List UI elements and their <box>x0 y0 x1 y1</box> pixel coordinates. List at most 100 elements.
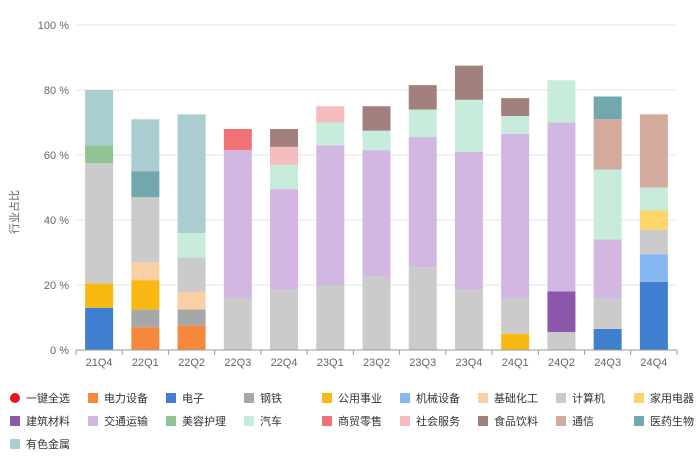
bar-segment[interactable] <box>639 281 668 350</box>
legend-item[interactable]: 电力设备 <box>88 391 148 405</box>
legend-item[interactable]: 美容护理 <box>166 414 226 428</box>
legend-item[interactable]: 商贸零售 <box>322 414 382 428</box>
legend-item[interactable]: 交通运输 <box>88 414 148 428</box>
legend-swatch <box>10 416 20 426</box>
bar-segment[interactable] <box>85 90 114 146</box>
bar-segment[interactable] <box>177 233 206 258</box>
bar-segment[interactable] <box>501 116 530 134</box>
legend-item[interactable]: 公用事业 <box>322 392 382 405</box>
bar-segment[interactable] <box>85 307 114 350</box>
bar-segment[interactable] <box>177 291 206 310</box>
bar-segment[interactable] <box>408 85 437 110</box>
bar-segment[interactable] <box>270 189 299 290</box>
bar-segment[interactable] <box>362 150 391 277</box>
bar-segment[interactable] <box>131 309 160 328</box>
bar-segment[interactable] <box>177 309 206 326</box>
bar-segment[interactable] <box>362 106 391 131</box>
legend-label: 基础化工 <box>494 391 538 405</box>
bar-segment[interactable] <box>639 210 668 230</box>
bar-segment[interactable] <box>408 267 437 350</box>
bar-segment[interactable] <box>547 122 576 292</box>
bar-segment[interactable] <box>177 257 206 292</box>
bar-segment[interactable] <box>408 109 437 138</box>
bar-segment[interactable] <box>593 328 622 350</box>
legend-item[interactable]: 汽车 <box>244 414 282 428</box>
bar-segment[interactable] <box>593 239 622 299</box>
bar-segment[interactable] <box>270 129 299 147</box>
bar-segment[interactable] <box>131 119 160 172</box>
legend-item[interactable]: 医药生物 <box>634 414 694 428</box>
bar-segment[interactable] <box>85 145 114 164</box>
bar-segment[interactable] <box>316 285 345 350</box>
bar-segment[interactable] <box>131 262 160 281</box>
bar-segment[interactable] <box>454 99 483 152</box>
legend-item[interactable]: 家用电器 <box>634 391 694 405</box>
bar-segment[interactable] <box>639 187 668 211</box>
legend-item[interactable]: 钢铁 <box>244 392 282 405</box>
bar-segment[interactable] <box>316 106 345 123</box>
bar-segment[interactable] <box>408 137 437 268</box>
x-tick-label: 23Q4 <box>456 357 483 369</box>
bar-segment[interactable] <box>547 291 576 333</box>
bar-segment[interactable] <box>639 229 668 255</box>
bar-segment[interactable] <box>270 146 299 165</box>
bar-segment[interactable] <box>316 145 345 285</box>
legend-select-all[interactable]: 一键全选 <box>10 391 70 405</box>
legend-item[interactable]: 建筑材料 <box>10 414 70 428</box>
bar-segment[interactable] <box>177 325 206 350</box>
bar-segment[interactable] <box>593 298 622 329</box>
x-tick-label: 24Q1 <box>502 357 529 369</box>
legend-item[interactable]: 通信 <box>556 415 594 428</box>
legend-swatch <box>322 393 332 403</box>
y-tick-label: 20 % <box>44 280 69 292</box>
bar-segment[interactable] <box>501 98 530 116</box>
legend-swatch <box>556 416 566 426</box>
legend-label: 社会服务 <box>416 414 460 428</box>
bar-segment[interactable] <box>454 65 483 100</box>
bar-segment[interactable] <box>131 197 160 263</box>
bar-segment[interactable] <box>316 122 345 146</box>
bar-segment[interactable] <box>547 332 576 350</box>
bar-segment[interactable] <box>131 327 160 350</box>
x-tick-label: 23Q2 <box>363 357 390 369</box>
bar-segment[interactable] <box>223 298 252 350</box>
bar-segment[interactable] <box>593 119 622 170</box>
bar-segment[interactable] <box>501 133 530 298</box>
bar-segment[interactable] <box>85 163 114 284</box>
legend-item[interactable]: 电子 <box>166 392 204 405</box>
legend-item[interactable]: 计算机 <box>556 391 605 405</box>
x-tick-label: 22Q4 <box>271 357 298 369</box>
bar-segment[interactable] <box>85 283 114 308</box>
legend-item[interactable]: 机械设备 <box>400 391 460 405</box>
bar-segment[interactable] <box>639 254 668 282</box>
legend-label: 交通运输 <box>104 414 148 428</box>
bar-segment[interactable] <box>454 151 483 290</box>
bar-segment[interactable] <box>593 96 622 120</box>
bar-segment[interactable] <box>270 164 299 190</box>
bar-segment[interactable] <box>131 280 160 310</box>
bar-segment[interactable] <box>131 171 160 198</box>
bar-segment[interactable] <box>501 333 530 350</box>
bar-segment[interactable] <box>501 298 530 334</box>
bar-segment[interactable] <box>223 150 252 298</box>
legend-label: 电力设备 <box>104 391 148 405</box>
bar-segment[interactable] <box>454 289 483 350</box>
legend-item[interactable]: 基础化工 <box>478 391 538 405</box>
x-tick-label: 24Q3 <box>594 357 621 369</box>
legend-swatch <box>244 416 254 426</box>
bar-segment[interactable] <box>547 80 576 123</box>
bar-segment[interactable] <box>639 114 668 188</box>
bar-segment[interactable] <box>223 129 252 151</box>
legend-swatch <box>634 416 644 426</box>
bar-segment[interactable] <box>177 114 206 233</box>
bar-segment[interactable] <box>270 289 299 350</box>
legend-label: 家用电器 <box>650 391 694 405</box>
legend-item[interactable]: 社会服务 <box>400 414 460 428</box>
legend-item[interactable]: 食品饮料 <box>478 414 538 428</box>
bar-segment[interactable] <box>362 276 391 350</box>
bar-segment[interactable] <box>362 130 391 151</box>
legend-swatch <box>10 439 20 449</box>
legend-item[interactable]: 有色金属 <box>10 437 70 451</box>
bar-segment[interactable] <box>593 169 622 240</box>
